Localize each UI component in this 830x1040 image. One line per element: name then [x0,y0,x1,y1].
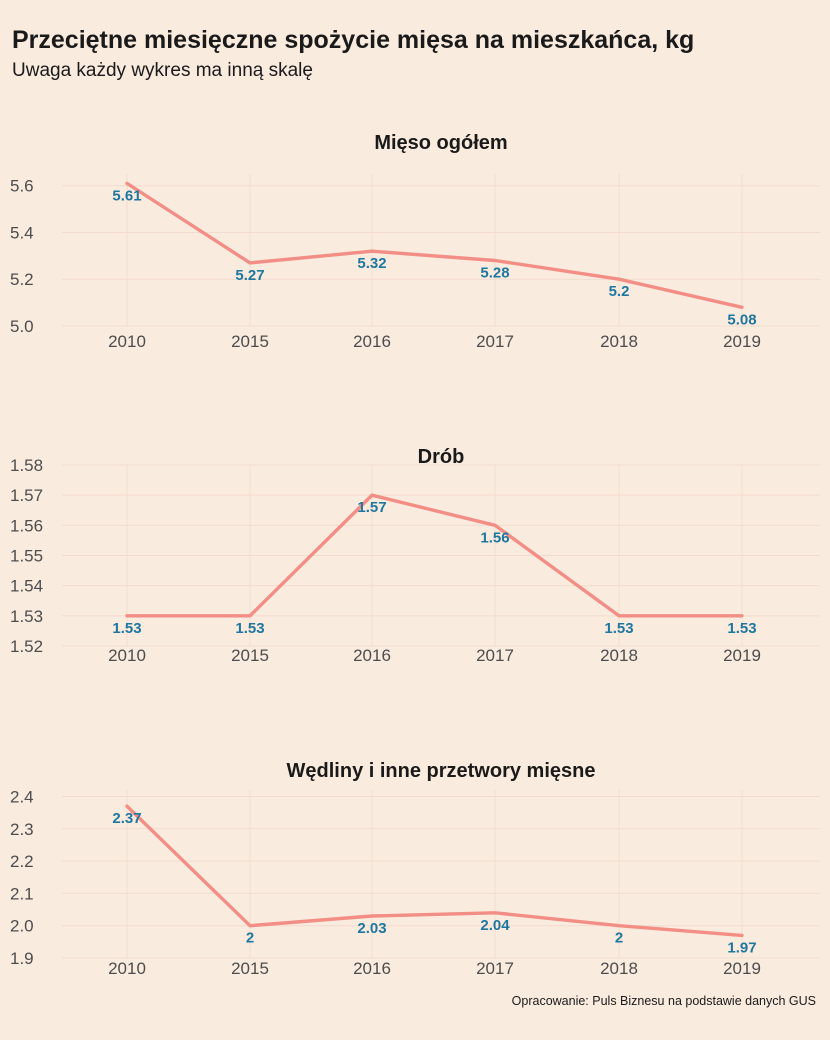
data-label: 2.03 [357,920,386,937]
data-label: 5.32 [357,255,386,272]
x-tick-label: 2017 [476,332,514,351]
x-tick-label: 2010 [108,332,146,351]
y-tick-label: 5.6 [10,177,34,196]
data-label: 2.04 [480,917,510,934]
x-tick-label: 2010 [108,959,146,978]
panel-title: Wędliny i inne przetwory mięsne [287,760,596,782]
chart-main-title: Przeciętne miesięczne spożycie mięsa na … [12,26,695,54]
y-tick-label: 2.2 [10,852,34,871]
data-label: 1.57 [357,499,386,516]
chart-panel-1: Mięso ogółem 5.0 5.2 5.4 5.6 2010 2015 2016 2017… [10,132,820,351]
chart-panel-2: Drób 1.52 1.53 1.54 1.55 1.56 1.57 1.58 2010 2015… [10,446,820,665]
data-label: 5.2 [609,283,630,300]
data-label: 1.53 [112,620,141,637]
y-tick-label: 1.55 [10,547,43,566]
data-label: 1.56 [480,529,509,546]
y-tick-label: 2.0 [10,917,34,936]
data-label: 5.27 [235,267,264,284]
x-tick-label: 2016 [353,959,391,978]
source-caption: Opracowanie: Puls Biznesu na podstawie d… [511,994,816,1008]
y-tick-label: 2.4 [10,787,34,806]
x-tick-label: 2016 [353,332,391,351]
y-tick-label: 1.57 [10,486,43,505]
series-line [125,181,744,309]
x-tick-label: 2018 [600,646,638,665]
data-label: 1.53 [604,620,633,637]
y-tick-label: 1.54 [10,577,43,596]
data-label: 1.97 [727,939,756,956]
series-line [125,493,744,618]
data-label: 2 [246,930,254,947]
x-tick-label: 2015 [231,332,269,351]
data-label: 5.61 [112,187,141,204]
data-label: 2 [615,930,623,947]
y-tick-label: 5.0 [10,317,34,336]
data-label: 1.53 [727,620,756,637]
x-tick-label: 2015 [231,959,269,978]
y-tick-label: 1.53 [10,607,43,626]
data-label: 2.37 [112,810,141,827]
data-label: 1.53 [235,620,264,637]
x-tick-label: 2017 [476,646,514,665]
x-tick-label: 2010 [108,646,146,665]
y-tick-label: 2.3 [10,820,34,839]
x-tick-label: 2019 [723,646,761,665]
x-tick-label: 2018 [600,959,638,978]
y-tick-label: 1.52 [10,637,43,656]
y-tick-label: 1.58 [10,456,43,475]
data-label: 5.28 [480,265,509,282]
y-tick-label: 5.4 [10,223,34,242]
x-tick-label: 2015 [231,646,269,665]
x-tick-label: 2018 [600,332,638,351]
data-label: 5.08 [727,311,756,328]
y-tick-label: 5.2 [10,270,34,289]
series-line [125,804,744,938]
y-tick-label: 1.56 [10,516,43,535]
panel-title: Mięso ogółem [374,132,507,154]
panel-title: Drób [418,446,465,468]
y-tick-label: 1.9 [10,949,34,968]
x-tick-label: 2019 [723,959,761,978]
chart-subtitle: Uwaga każdy wykres ma inną skalę [12,60,313,81]
x-tick-label: 2017 [476,959,514,978]
x-tick-label: 2016 [353,646,391,665]
chart-panel-3: Wędliny i inne przetwory mięsne 1.9 2.0 2.1… [10,760,820,978]
x-tick-label: 2019 [723,332,761,351]
y-tick-label: 2.1 [10,884,34,903]
